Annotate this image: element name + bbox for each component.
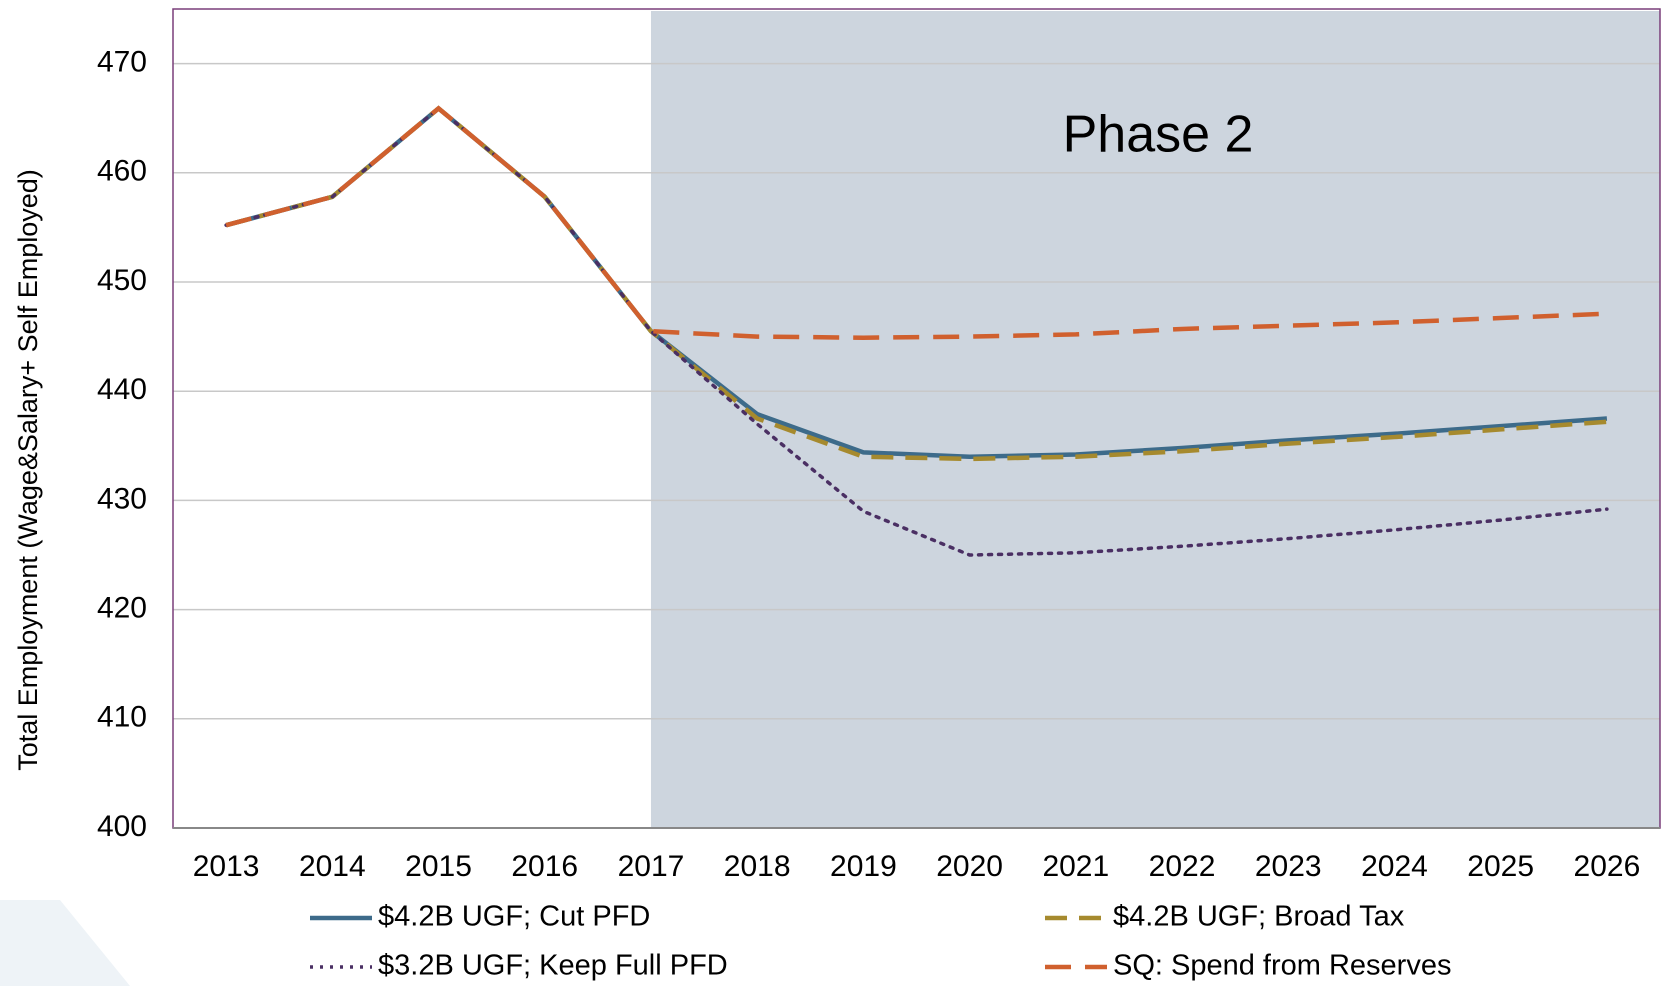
y-tick-label: 430 bbox=[97, 482, 147, 515]
x-tick-label: 2017 bbox=[618, 850, 685, 883]
y-tick-label: 450 bbox=[97, 264, 147, 297]
x-tick-label: 2015 bbox=[405, 850, 472, 883]
phase-shade bbox=[650, 11, 1660, 828]
x-tick-label: 2026 bbox=[1574, 850, 1641, 883]
x-tick-label: 2014 bbox=[299, 850, 366, 883]
series-line bbox=[225, 105, 1607, 340]
annotation: Phase 2 bbox=[1063, 106, 1254, 164]
x-tick-label: 2018 bbox=[724, 850, 791, 883]
x-tick-label: 2025 bbox=[1467, 850, 1534, 883]
y-tick-label: 420 bbox=[97, 592, 147, 625]
y-axis-title: Total Employment (Wage&Salary+ Self Empl… bbox=[13, 169, 43, 771]
legend-label: $3.2B UGF; Keep Full PFD bbox=[378, 950, 728, 982]
x-tick-label: 2013 bbox=[193, 850, 260, 883]
legend-label: SQ: Spend from Reserves bbox=[1113, 950, 1451, 982]
x-tick-label: 2023 bbox=[1255, 850, 1322, 883]
decoration bbox=[0, 900, 130, 986]
x-tick-label: 2022 bbox=[1149, 850, 1216, 883]
series-line bbox=[224, 106, 1609, 557]
y-tick-label: 400 bbox=[97, 810, 147, 843]
series-line bbox=[225, 105, 1608, 462]
y-tick-label: 410 bbox=[97, 701, 147, 734]
legend-label: $4.2B UGF; Broad Tax bbox=[1113, 901, 1405, 933]
x-tick-label: 2020 bbox=[936, 850, 1003, 883]
y-tick-label: 470 bbox=[97, 46, 147, 79]
legend-label: $4.2B UGF; Cut PFD bbox=[378, 901, 650, 933]
x-tick-label: 2024 bbox=[1361, 850, 1428, 883]
x-tick-label: 2021 bbox=[1042, 850, 1109, 883]
y-tick-label: 440 bbox=[97, 373, 147, 406]
x-tick-label: 2016 bbox=[511, 850, 578, 883]
x-tick-label: 2019 bbox=[830, 850, 897, 883]
y-tick-label: 460 bbox=[97, 155, 147, 188]
